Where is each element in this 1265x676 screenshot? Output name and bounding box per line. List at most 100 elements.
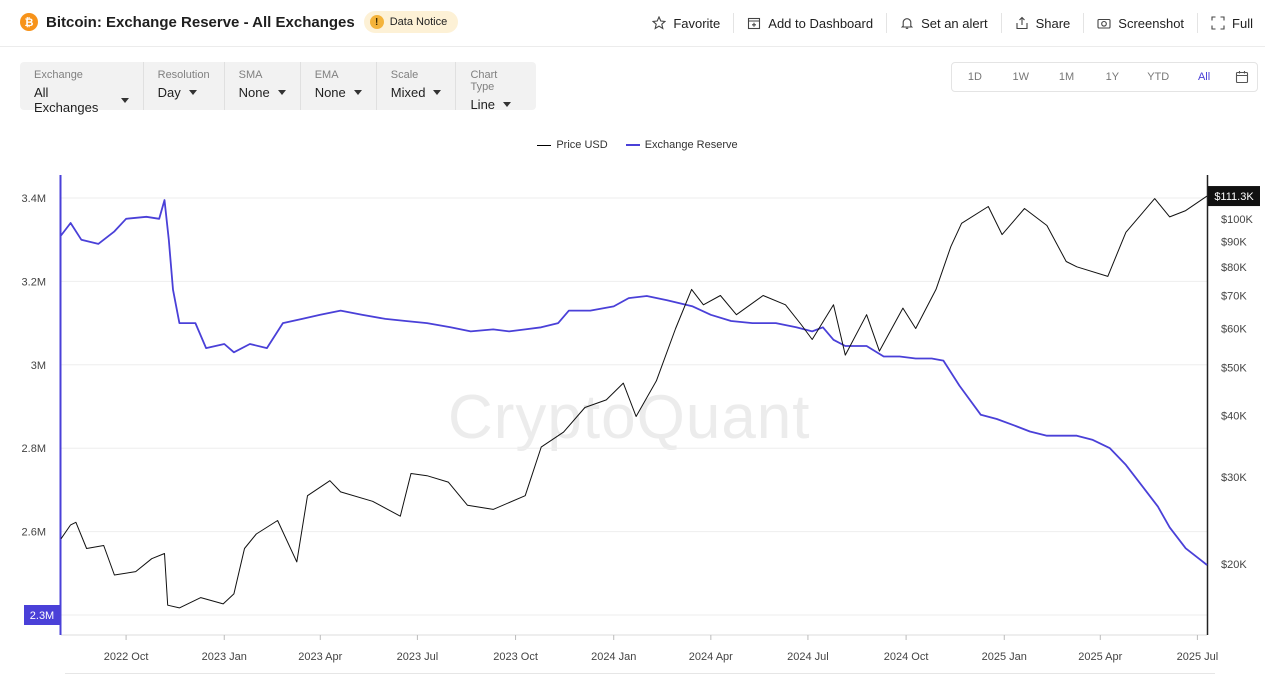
camera-icon (1097, 18, 1111, 29)
fullscreen-label: Full (1232, 15, 1253, 31)
share-label: Share (1035, 15, 1071, 31)
resolution-label: Resolution (157, 69, 210, 81)
scale-value: Mixed (390, 85, 426, 100)
sma-label: SMA (238, 69, 263, 81)
favorite-label: Favorite (673, 15, 721, 31)
set-alert-button[interactable]: Set an alert (887, 13, 1002, 33)
range-1m-button[interactable]: 1M (1058, 71, 1075, 83)
time-range-selector: 1D 1W 1M 1Y YTD All (951, 62, 1258, 92)
x-tick-label: 2023 Jan (202, 651, 247, 663)
range-1w-button[interactable]: 1W (1012, 71, 1029, 83)
exchange-label: Exchange (34, 69, 83, 81)
range-all-button[interactable]: All (1197, 71, 1211, 83)
legend-item-reserve[interactable]: Exchange Reserve (625, 139, 738, 151)
screenshot-button[interactable]: Screenshot (1084, 13, 1199, 33)
y-right-tick-label: $60K (1221, 324, 1247, 336)
x-tick-label: 2025 Apr (1078, 651, 1122, 663)
legend-label-reserve: Exchange Reserve (644, 139, 738, 151)
y-right-tick-label: $70K (1221, 290, 1247, 302)
caret-down-icon (188, 90, 197, 95)
fullscreen-icon (1211, 16, 1225, 30)
exchange-select[interactable]: Exchange All Exchanges (20, 62, 144, 115)
y-right-tick-label: $50K (1221, 363, 1247, 375)
navigator-rule (65, 673, 1215, 674)
x-tick-label: 2022 Oct (104, 651, 149, 663)
ema-label: EMA (314, 69, 339, 81)
calendar-button[interactable] (1227, 70, 1257, 84)
x-tick-label: 2023 Jul (397, 651, 439, 663)
scale-label: Scale (390, 69, 419, 81)
legend-swatch-reserve (625, 144, 640, 146)
data-notice-badge[interactable]: ! Data Notice (363, 11, 459, 33)
y-left-tick-label: 3M (31, 360, 46, 372)
chart-type-label: Chart Type (470, 69, 498, 93)
x-tick-label: 2023 Apr (298, 651, 342, 663)
add-to-dashboard-label: Add to Dashboard (768, 15, 874, 31)
legend-swatch-price (537, 144, 552, 146)
legend-label-price: Price USD (556, 139, 608, 151)
x-tick-label: 2025 Jul (1177, 651, 1219, 663)
ema-select[interactable]: EMA None (301, 62, 377, 110)
bitcoin-icon: ₿ (20, 13, 38, 31)
data-notice-label: Data Notice (389, 16, 448, 28)
reserve-current-badge (24, 605, 60, 625)
screenshot-label: Screenshot (1118, 15, 1185, 31)
caret-down-icon (503, 102, 512, 107)
header-bar: ₿ Bitcoin: Exchange Reserve - All Exchan… (0, 0, 1265, 47)
y-right-tick-label: $40K (1221, 410, 1247, 422)
range-ytd-button[interactable]: YTD (1147, 71, 1170, 83)
title-group: ₿ Bitcoin: Exchange Reserve - All Exchan… (20, 11, 459, 33)
price-current-label: $111.3K (1214, 191, 1254, 203)
resolution-select[interactable]: Resolution Day (144, 62, 225, 110)
y-right-tick-label: $100K (1221, 214, 1253, 226)
y-right-tick-label: $90K (1221, 237, 1247, 249)
bell-icon (900, 18, 914, 29)
chart-type-select[interactable]: Chart Type Line (456, 62, 536, 112)
chart-legend: Price USD Exchange Reserve (0, 139, 1265, 151)
range-1d-button[interactable]: 1D (967, 71, 982, 83)
y-left-tick-label: 2.6M (22, 527, 46, 539)
legend-item-price[interactable]: Price USD (537, 139, 608, 151)
x-tick-label: 2024 Apr (689, 651, 733, 663)
chart-type-value: Line (470, 97, 496, 112)
x-tick-label: 2023 Oct (493, 651, 538, 663)
caret-down-icon (120, 97, 129, 103)
y-left-tick-label: 3.2M (22, 276, 46, 288)
range-1y-button[interactable]: 1Y (1105, 71, 1120, 83)
ema-value: None (314, 85, 346, 100)
y-right-tick-label: $20K (1221, 559, 1247, 571)
resolution-value: Day (157, 85, 181, 100)
chart-controls: Exchange All Exchanges Resolution Day SM… (20, 62, 536, 115)
price-current-badge (1208, 186, 1260, 207)
reserve-current-label: 2.3M (30, 610, 54, 622)
sma-select[interactable]: SMA None (225, 62, 301, 110)
fullscreen-button[interactable]: Full (1198, 13, 1257, 33)
y-left-tick-label: 3.4M (22, 193, 46, 205)
y-left-tick-label: 2.8M (22, 443, 46, 455)
x-tick-label: 2024 Jul (787, 651, 829, 663)
share-icon (1016, 16, 1028, 30)
header-actions: Favorite Add to Dashboard Set an alert S… (639, 13, 1257, 33)
favorite-button[interactable]: Favorite (639, 13, 735, 33)
warning-icon: ! (369, 15, 384, 29)
star-icon (652, 16, 667, 30)
y-right-tick-label: $30K (1221, 472, 1247, 484)
caret-down-icon (433, 90, 442, 95)
page-title: Bitcoin: Exchange Reserve - All Exchange… (46, 13, 355, 31)
calendar-icon (1235, 71, 1249, 84)
caret-down-icon (353, 90, 362, 95)
exchange-value: All Exchanges (34, 85, 99, 115)
add-to-dashboard-button[interactable]: Add to Dashboard (734, 13, 888, 33)
x-tick-label: 2024 Jan (591, 651, 636, 663)
sma-value: None (238, 85, 270, 100)
x-tick-label: 2024 Oct (884, 651, 929, 663)
share-button[interactable]: Share (1002, 13, 1085, 33)
caret-down-icon (277, 90, 286, 95)
y-right-tick-label: $80K (1221, 262, 1247, 274)
set-alert-label: Set an alert (921, 15, 988, 31)
scale-select[interactable]: Scale Mixed (377, 62, 457, 110)
dashboard-add-icon (748, 17, 761, 30)
series-line-price-usd[interactable] (60, 195, 1208, 609)
series-line-exchange-reserve[interactable] (60, 199, 1208, 566)
